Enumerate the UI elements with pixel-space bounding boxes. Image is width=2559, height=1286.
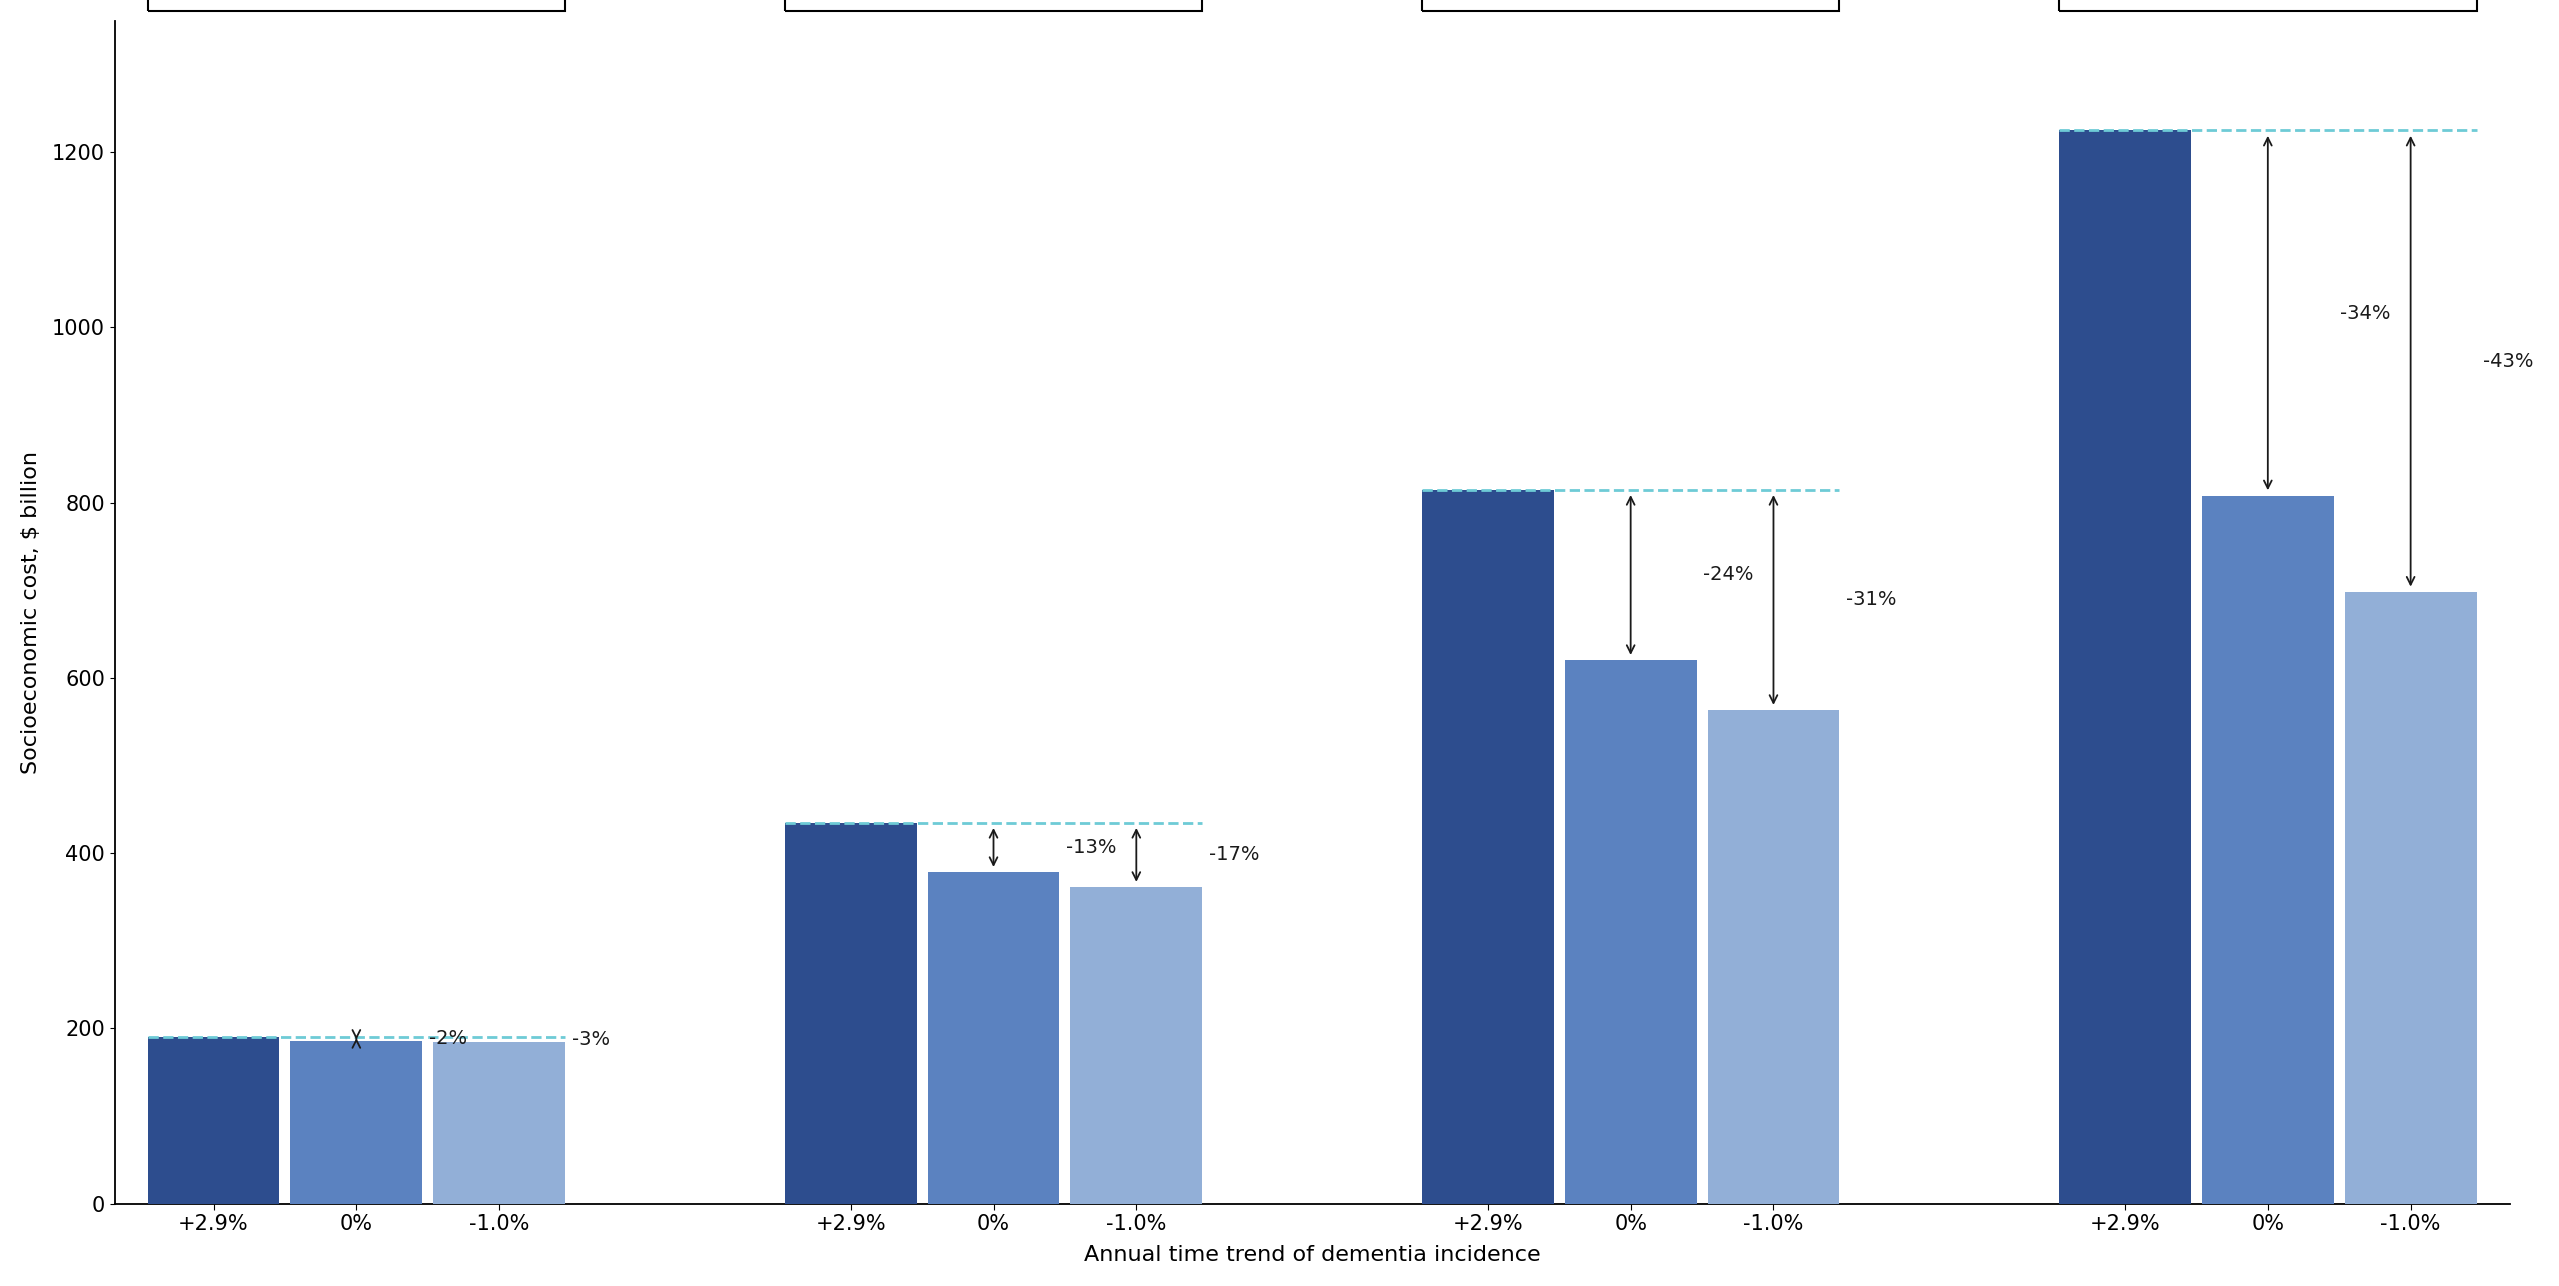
Bar — [1564, 661, 1697, 1204]
Bar — [2201, 495, 2334, 1204]
Text: -43%: -43% — [2482, 351, 2533, 370]
Text: -31%: -31% — [1845, 590, 1896, 610]
Bar — [2060, 130, 2191, 1204]
Bar — [2344, 592, 2477, 1204]
Text: -34%: -34% — [2341, 303, 2390, 323]
Bar — [1070, 887, 1203, 1204]
Bar — [148, 1038, 279, 1204]
Y-axis label: Socioeconomic cost, $ billion: Socioeconomic cost, $ billion — [20, 450, 41, 774]
Text: -2%: -2% — [430, 1029, 466, 1048]
Text: -24%: -24% — [1704, 566, 1753, 585]
Text: -3%: -3% — [571, 1030, 609, 1049]
X-axis label: Annual time trend of dementia incidence: Annual time trend of dementia incidence — [1085, 1245, 1541, 1265]
Bar — [432, 1043, 566, 1204]
Bar — [1707, 710, 1840, 1204]
Bar — [1423, 490, 1553, 1204]
Bar — [926, 872, 1059, 1204]
Text: -13%: -13% — [1067, 838, 1116, 856]
Bar — [786, 823, 916, 1204]
Bar — [289, 1040, 422, 1204]
Text: -17%: -17% — [1208, 845, 1259, 864]
